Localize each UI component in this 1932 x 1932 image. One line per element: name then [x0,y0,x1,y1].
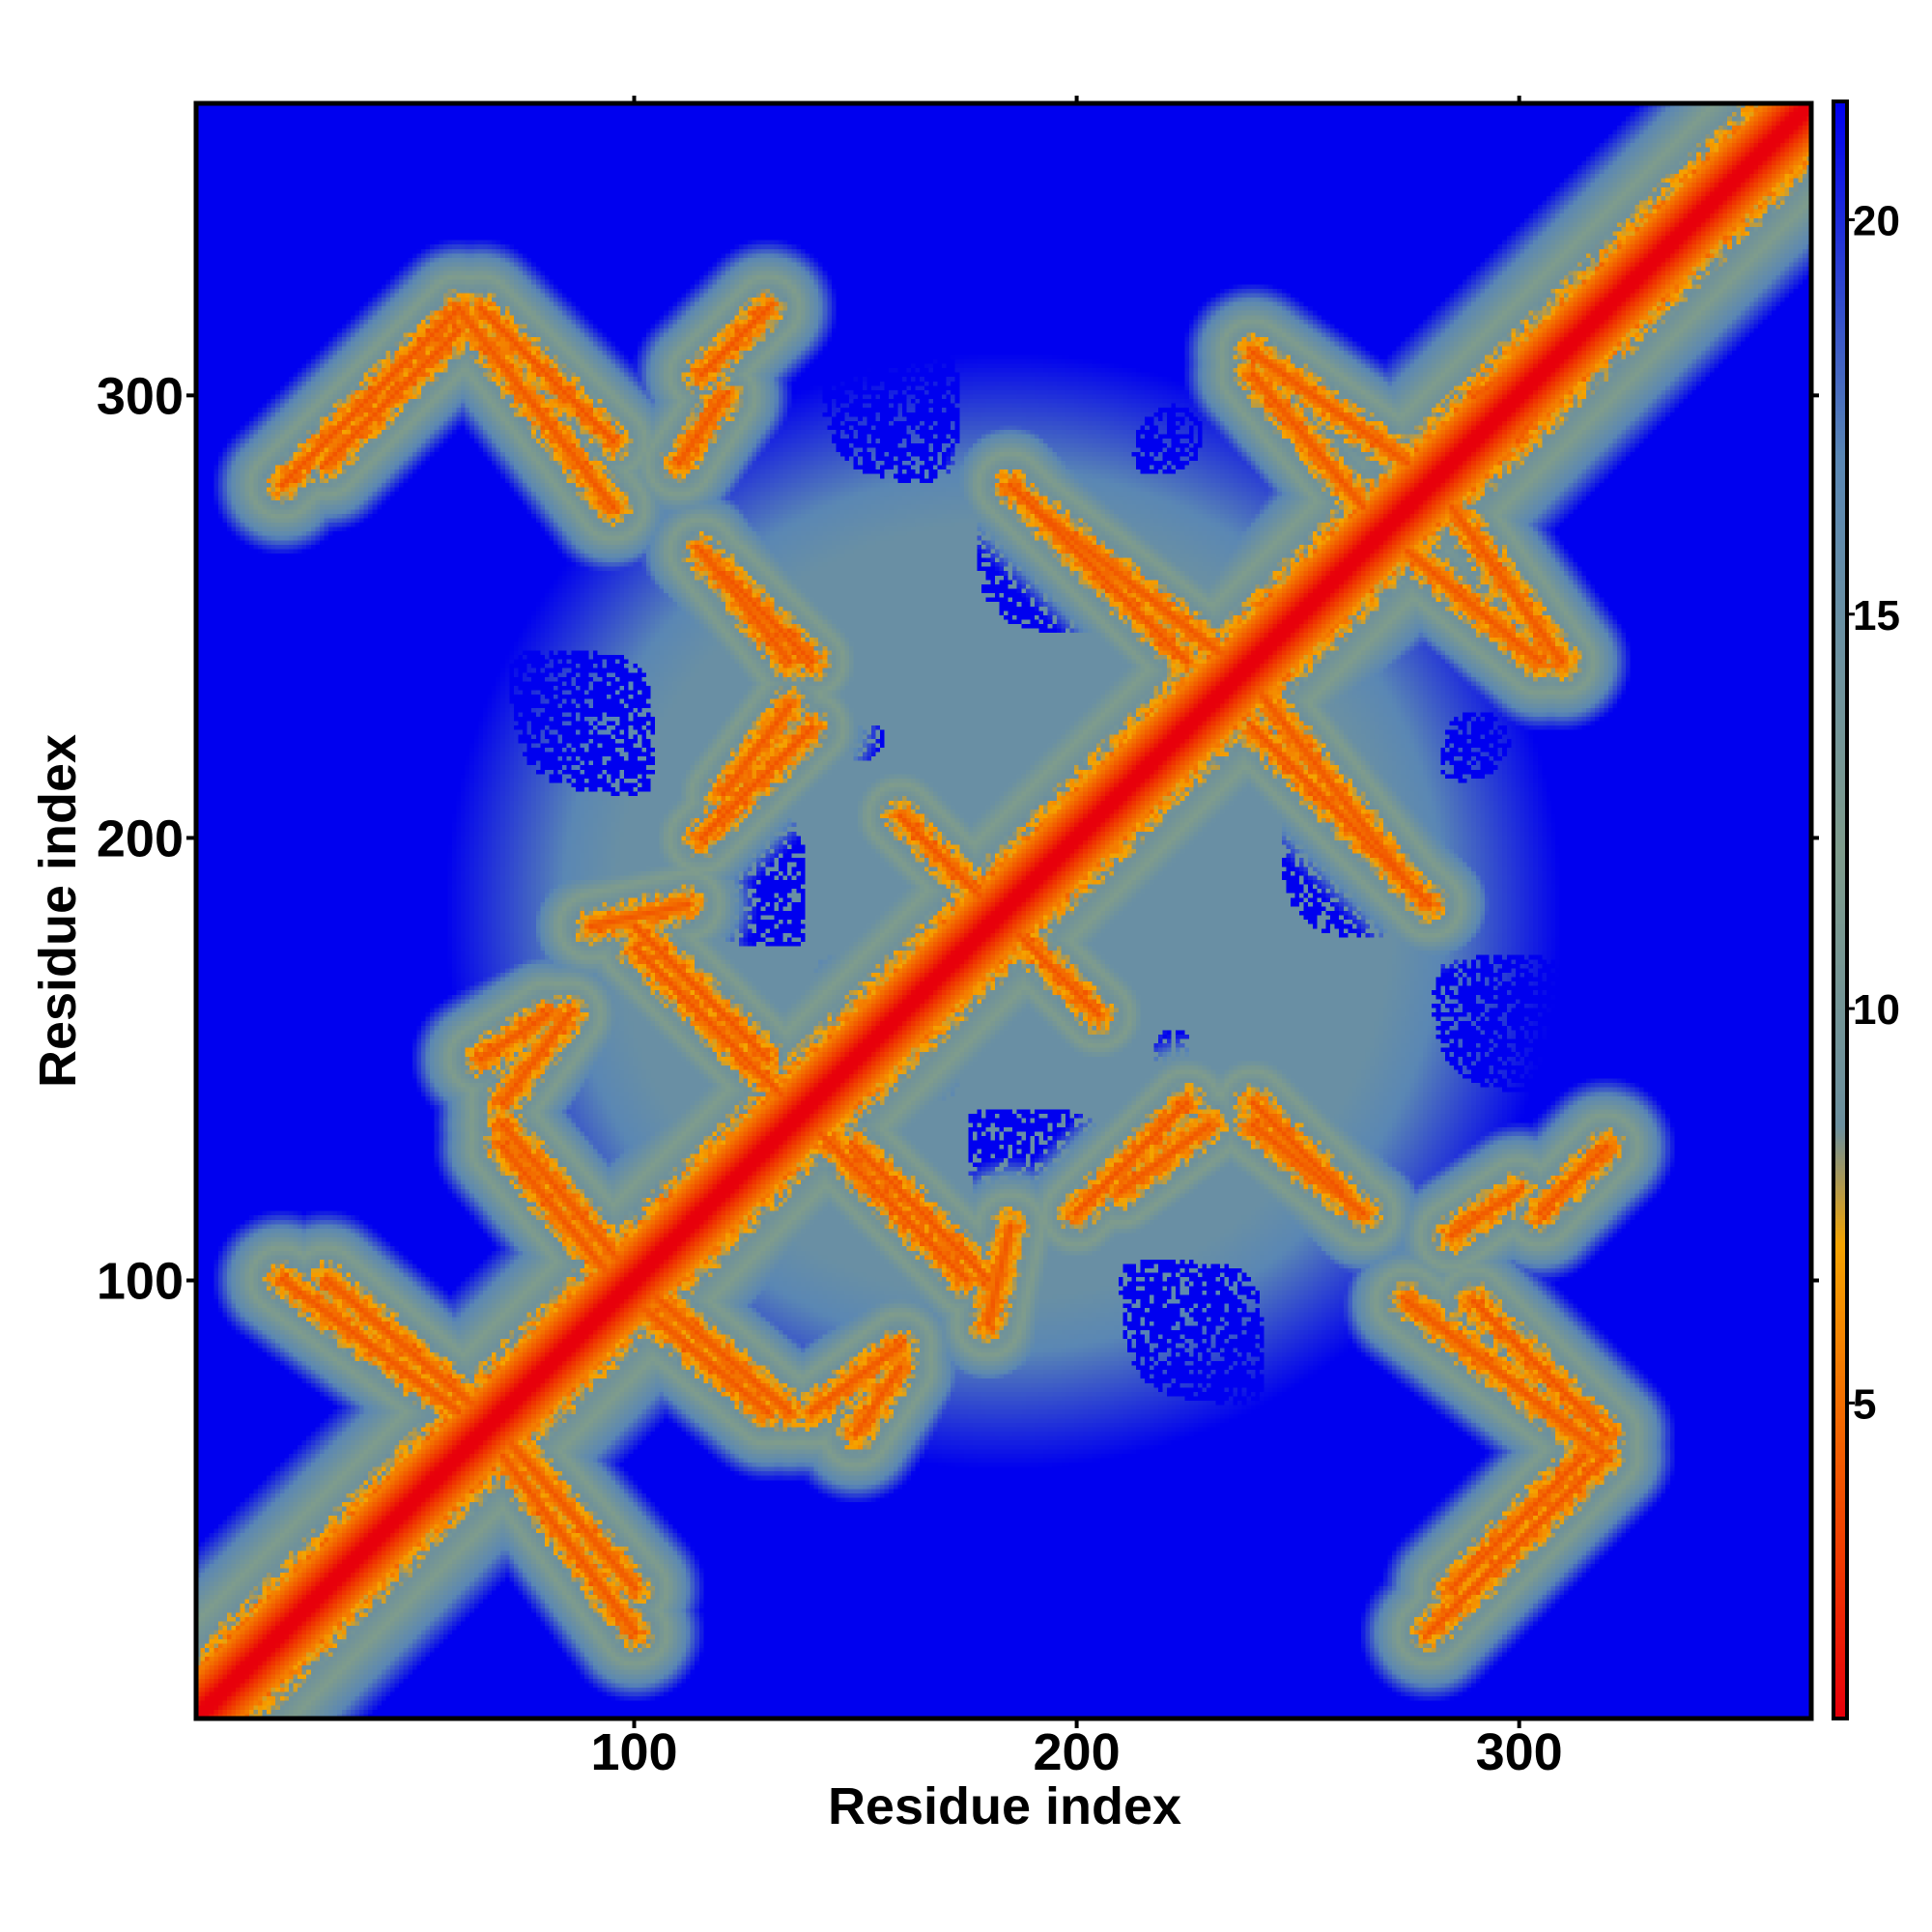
y-tick-label: 100 [97,1252,184,1310]
colorbar-tick-label: 20 [1853,197,1900,244]
colorbar-ticks: 5 10 15 20 [1847,197,1900,1428]
plot-frame [193,100,1814,1721]
y-tick-label: 200 [97,810,184,867]
x-axis-ticks: 100 200 300 [590,96,1563,1781]
colorbar-tick-label: 5 [1853,1380,1876,1428]
y-axis-ticks: 100 200 300 [97,367,1819,1310]
x-tick-label: 100 [590,1723,677,1781]
colorbar-frame [1832,99,1849,1720]
colorbar-tick-label: 10 [1853,986,1900,1034]
y-tick-label: 300 [97,367,184,425]
x-tick-label: 200 [1034,1723,1121,1781]
heatmap-canvas [196,103,1811,1719]
colorbar-tick-label: 15 [1853,592,1900,639]
x-axis-title: Residue index [828,1777,1181,1835]
y-axis-title: Residue index [29,734,87,1088]
colorbar-gradient [1833,101,1847,1719]
x-tick-label: 300 [1476,1723,1563,1781]
